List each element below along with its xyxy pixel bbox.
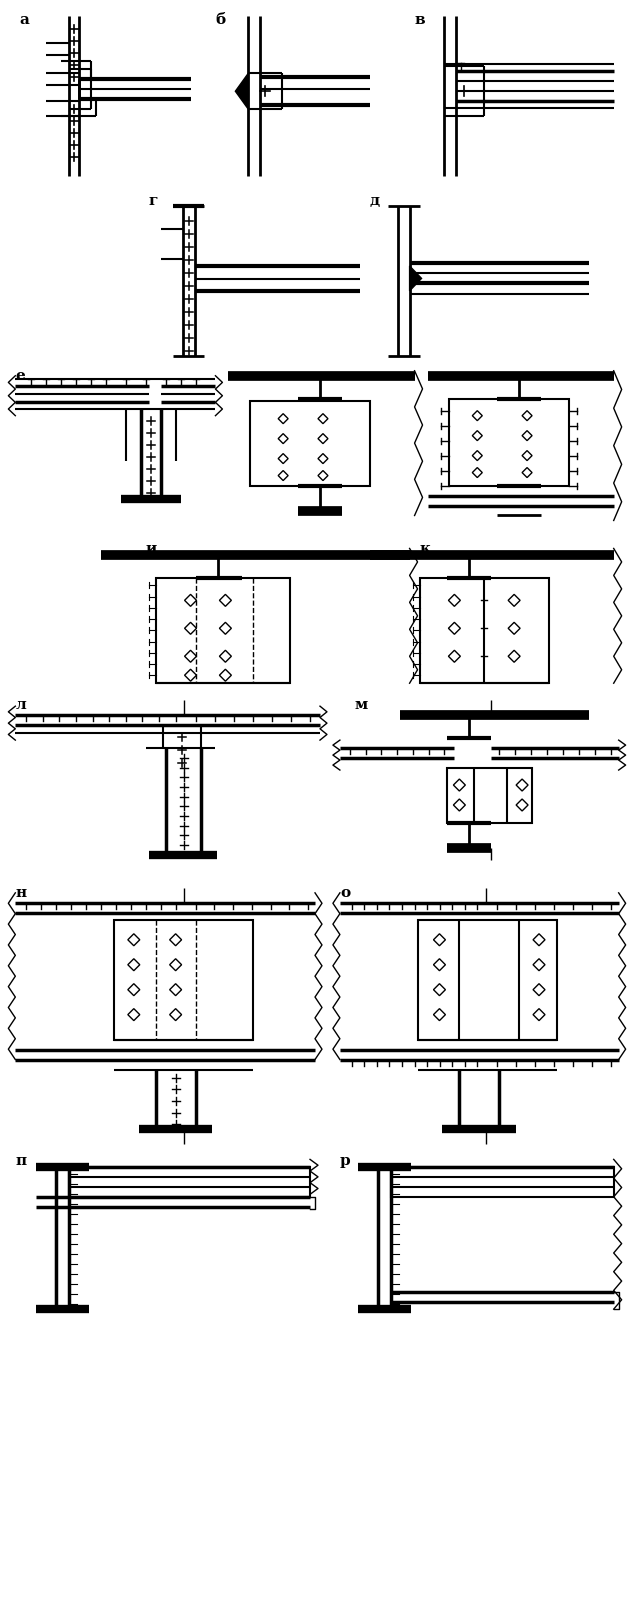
Text: р: р xyxy=(340,1154,351,1168)
Text: н: н xyxy=(15,885,27,900)
Text: б: б xyxy=(216,13,226,27)
Bar xyxy=(391,1167,614,1197)
Text: а: а xyxy=(19,13,29,27)
Bar xyxy=(418,919,557,1040)
Bar xyxy=(250,400,370,485)
Bar xyxy=(420,579,549,683)
Bar xyxy=(114,919,253,1040)
Text: д: д xyxy=(370,194,380,207)
Bar xyxy=(69,1167,310,1197)
Bar xyxy=(448,768,532,823)
Bar xyxy=(450,399,569,485)
Polygon shape xyxy=(235,74,249,109)
Text: е: е xyxy=(15,368,25,382)
Polygon shape xyxy=(410,265,422,291)
Bar xyxy=(156,579,290,683)
Text: з: з xyxy=(427,368,437,382)
Text: п: п xyxy=(15,1154,27,1168)
Text: ж: ж xyxy=(228,368,243,382)
Text: к: к xyxy=(420,543,430,556)
Text: в: в xyxy=(415,13,425,27)
Text: о: о xyxy=(340,885,350,900)
Text: г: г xyxy=(149,194,158,207)
Text: и: и xyxy=(146,543,157,556)
Text: м: м xyxy=(355,697,368,712)
Text: л: л xyxy=(15,697,26,712)
